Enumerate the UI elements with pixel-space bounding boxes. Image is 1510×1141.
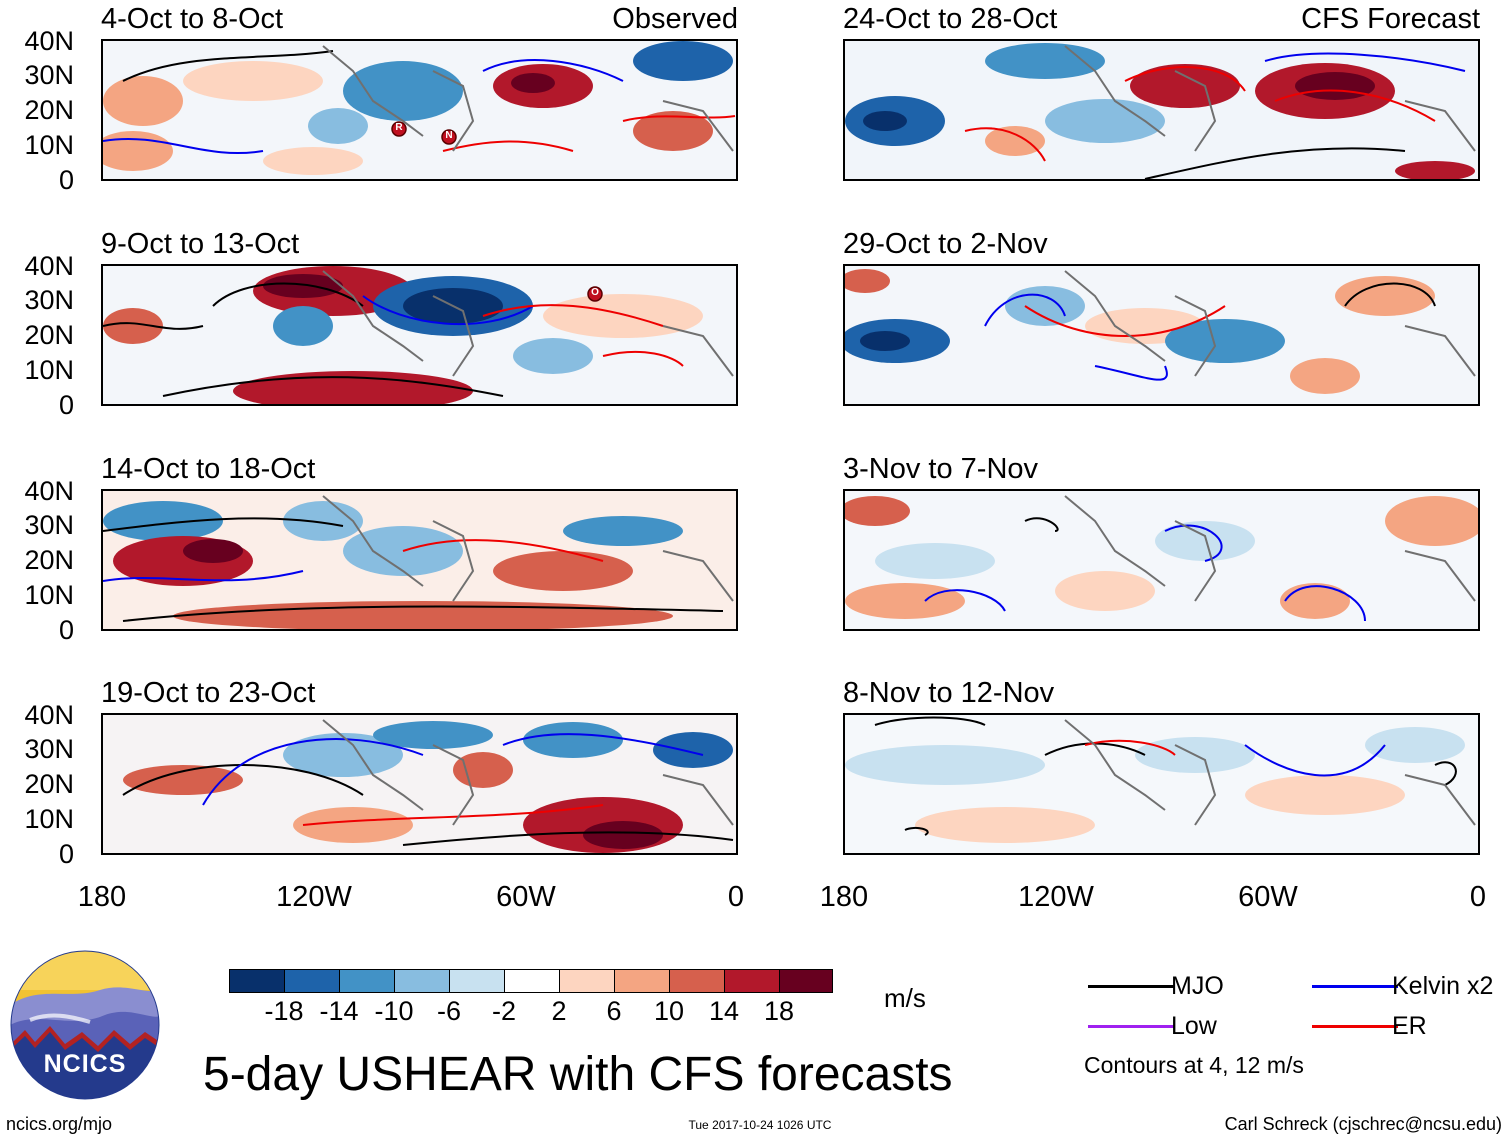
panel-title: 24-Oct to 28-Oct xyxy=(843,3,1058,35)
colorbar-label: -14 xyxy=(319,996,359,1026)
colorbar-swatch xyxy=(394,969,450,993)
lon-tick-label: 0 xyxy=(727,881,745,913)
panel-title: 3-Nov to 7-Nov xyxy=(843,453,1039,485)
colorbar-label: 10 xyxy=(653,996,685,1026)
cfs-forecast-label: CFS Forecast xyxy=(1301,3,1480,35)
panel-title: 8-Nov to 12-Nov xyxy=(843,677,1055,709)
lat-tick-label: 30N xyxy=(24,60,74,90)
colorbar-swatch xyxy=(614,969,670,993)
colorbar-swatch xyxy=(504,969,560,993)
hurricane-icon xyxy=(391,121,407,137)
lat-tick-label: 0 xyxy=(58,390,74,420)
colorbar-label: 2 xyxy=(551,996,567,1026)
colorbar-swatch xyxy=(339,969,395,993)
storm-letter: O xyxy=(591,287,599,298)
legend-label-kelvin: Kelvin x2 xyxy=(1392,972,1494,1000)
lat-tick-label: 30N xyxy=(24,285,74,315)
legend-label-er: ER xyxy=(1392,1012,1427,1040)
colorbar-swatch xyxy=(229,969,285,993)
lon-tick-label: 60W xyxy=(496,881,556,913)
map-panel-observed-1 xyxy=(101,39,738,181)
panel-title: 9-Oct to 13-Oct xyxy=(101,228,300,260)
legend-line-er xyxy=(1312,1025,1398,1028)
lat-tick-label: 10N xyxy=(24,804,74,834)
figure-title: 5-day USHEAR with CFS forecasts xyxy=(203,1048,953,1101)
colorbar-swatch xyxy=(559,969,615,993)
legend-label-mjo: MJO xyxy=(1171,972,1224,1000)
observed-label: Observed xyxy=(612,3,738,35)
hurricane-icon xyxy=(587,286,603,302)
map-panel-observed-3 xyxy=(101,489,738,631)
storm-letter: N xyxy=(445,130,453,141)
colorbar-label: -2 xyxy=(491,996,516,1026)
legend-line-kelvin xyxy=(1312,985,1398,988)
colorbar-unit: m/s xyxy=(884,983,926,1013)
storm-letter: R xyxy=(395,122,403,133)
storm-marker: O xyxy=(587,283,603,305)
lat-tick-label: 40N xyxy=(24,26,74,56)
panel-title: 14-Oct to 18-Oct xyxy=(101,453,316,485)
lat-tick-label: 40N xyxy=(24,700,74,730)
lon-tick-label: 0 xyxy=(1469,881,1487,913)
colorbar-swatch xyxy=(779,969,833,993)
footer-credit: Carl Schreck (cjschrec@ncsu.edu) xyxy=(1224,1114,1502,1134)
colorbar-label: -6 xyxy=(436,996,461,1026)
lon-tick-label: 180 xyxy=(77,881,127,913)
legend-note: Contours at 4, 12 m/s xyxy=(1084,1052,1304,1078)
panel-title: 4-Oct to 8-Oct xyxy=(101,3,284,35)
hurricane-icon xyxy=(441,129,457,145)
storm-marker: N xyxy=(441,126,457,148)
lat-tick-label: 0 xyxy=(58,615,74,645)
colorbar-label: -10 xyxy=(374,996,414,1026)
map-panel-forecast-4 xyxy=(843,713,1480,855)
lat-tick-label: 40N xyxy=(24,476,74,506)
map-panel-forecast-1 xyxy=(843,39,1480,181)
lat-tick-label: 10N xyxy=(24,355,74,385)
colorbar-swatch xyxy=(449,969,505,993)
ncics-logo: NCICS xyxy=(10,950,160,1100)
lat-tick-label: 40N xyxy=(24,251,74,281)
map-panel-observed-4 xyxy=(101,713,738,855)
colorbar-swatch xyxy=(669,969,725,993)
lon-tick-label: 180 xyxy=(819,881,869,913)
lat-tick-label: 0 xyxy=(58,165,74,195)
panel-title: 19-Oct to 23-Oct xyxy=(101,677,316,709)
colorbar-label: 6 xyxy=(606,996,622,1026)
map-panel-observed-2 xyxy=(101,264,738,406)
colorbar-swatch xyxy=(284,969,340,993)
footer-url: ncics.org/mjo xyxy=(6,1114,113,1134)
ncics-logo-text: NCICS xyxy=(43,1050,127,1078)
map-panel-forecast-2 xyxy=(843,264,1480,406)
lat-tick-label: 10N xyxy=(24,580,74,610)
lat-tick-label: 20N xyxy=(24,545,74,575)
lat-tick-label: 30N xyxy=(24,510,74,540)
legend-line-mjo xyxy=(1088,985,1174,988)
footer-timestamp: Tue 2017-10-24 1026 UTC xyxy=(688,1118,832,1132)
colorbar-label: 18 xyxy=(763,996,795,1026)
map-panel-forecast-3 xyxy=(843,489,1480,631)
lat-tick-label: 20N xyxy=(24,320,74,350)
panel-title: 29-Oct to 2-Nov xyxy=(843,228,1048,260)
storm-marker: R xyxy=(391,118,407,140)
colorbar-label: 14 xyxy=(708,996,740,1026)
lat-tick-label: 30N xyxy=(24,734,74,764)
lat-tick-label: 0 xyxy=(58,839,74,869)
legend-label-low: Low xyxy=(1171,1012,1217,1040)
lon-tick-label: 120W xyxy=(1018,881,1094,913)
lat-tick-label: 10N xyxy=(24,130,74,160)
legend-line-low xyxy=(1088,1025,1174,1028)
colorbar-swatch xyxy=(724,969,780,993)
lon-tick-label: 60W xyxy=(1238,881,1298,913)
lon-tick-label: 120W xyxy=(276,881,352,913)
colorbar-label: -18 xyxy=(264,996,304,1026)
lat-tick-label: 20N xyxy=(24,769,74,799)
lat-tick-label: 20N xyxy=(24,95,74,125)
